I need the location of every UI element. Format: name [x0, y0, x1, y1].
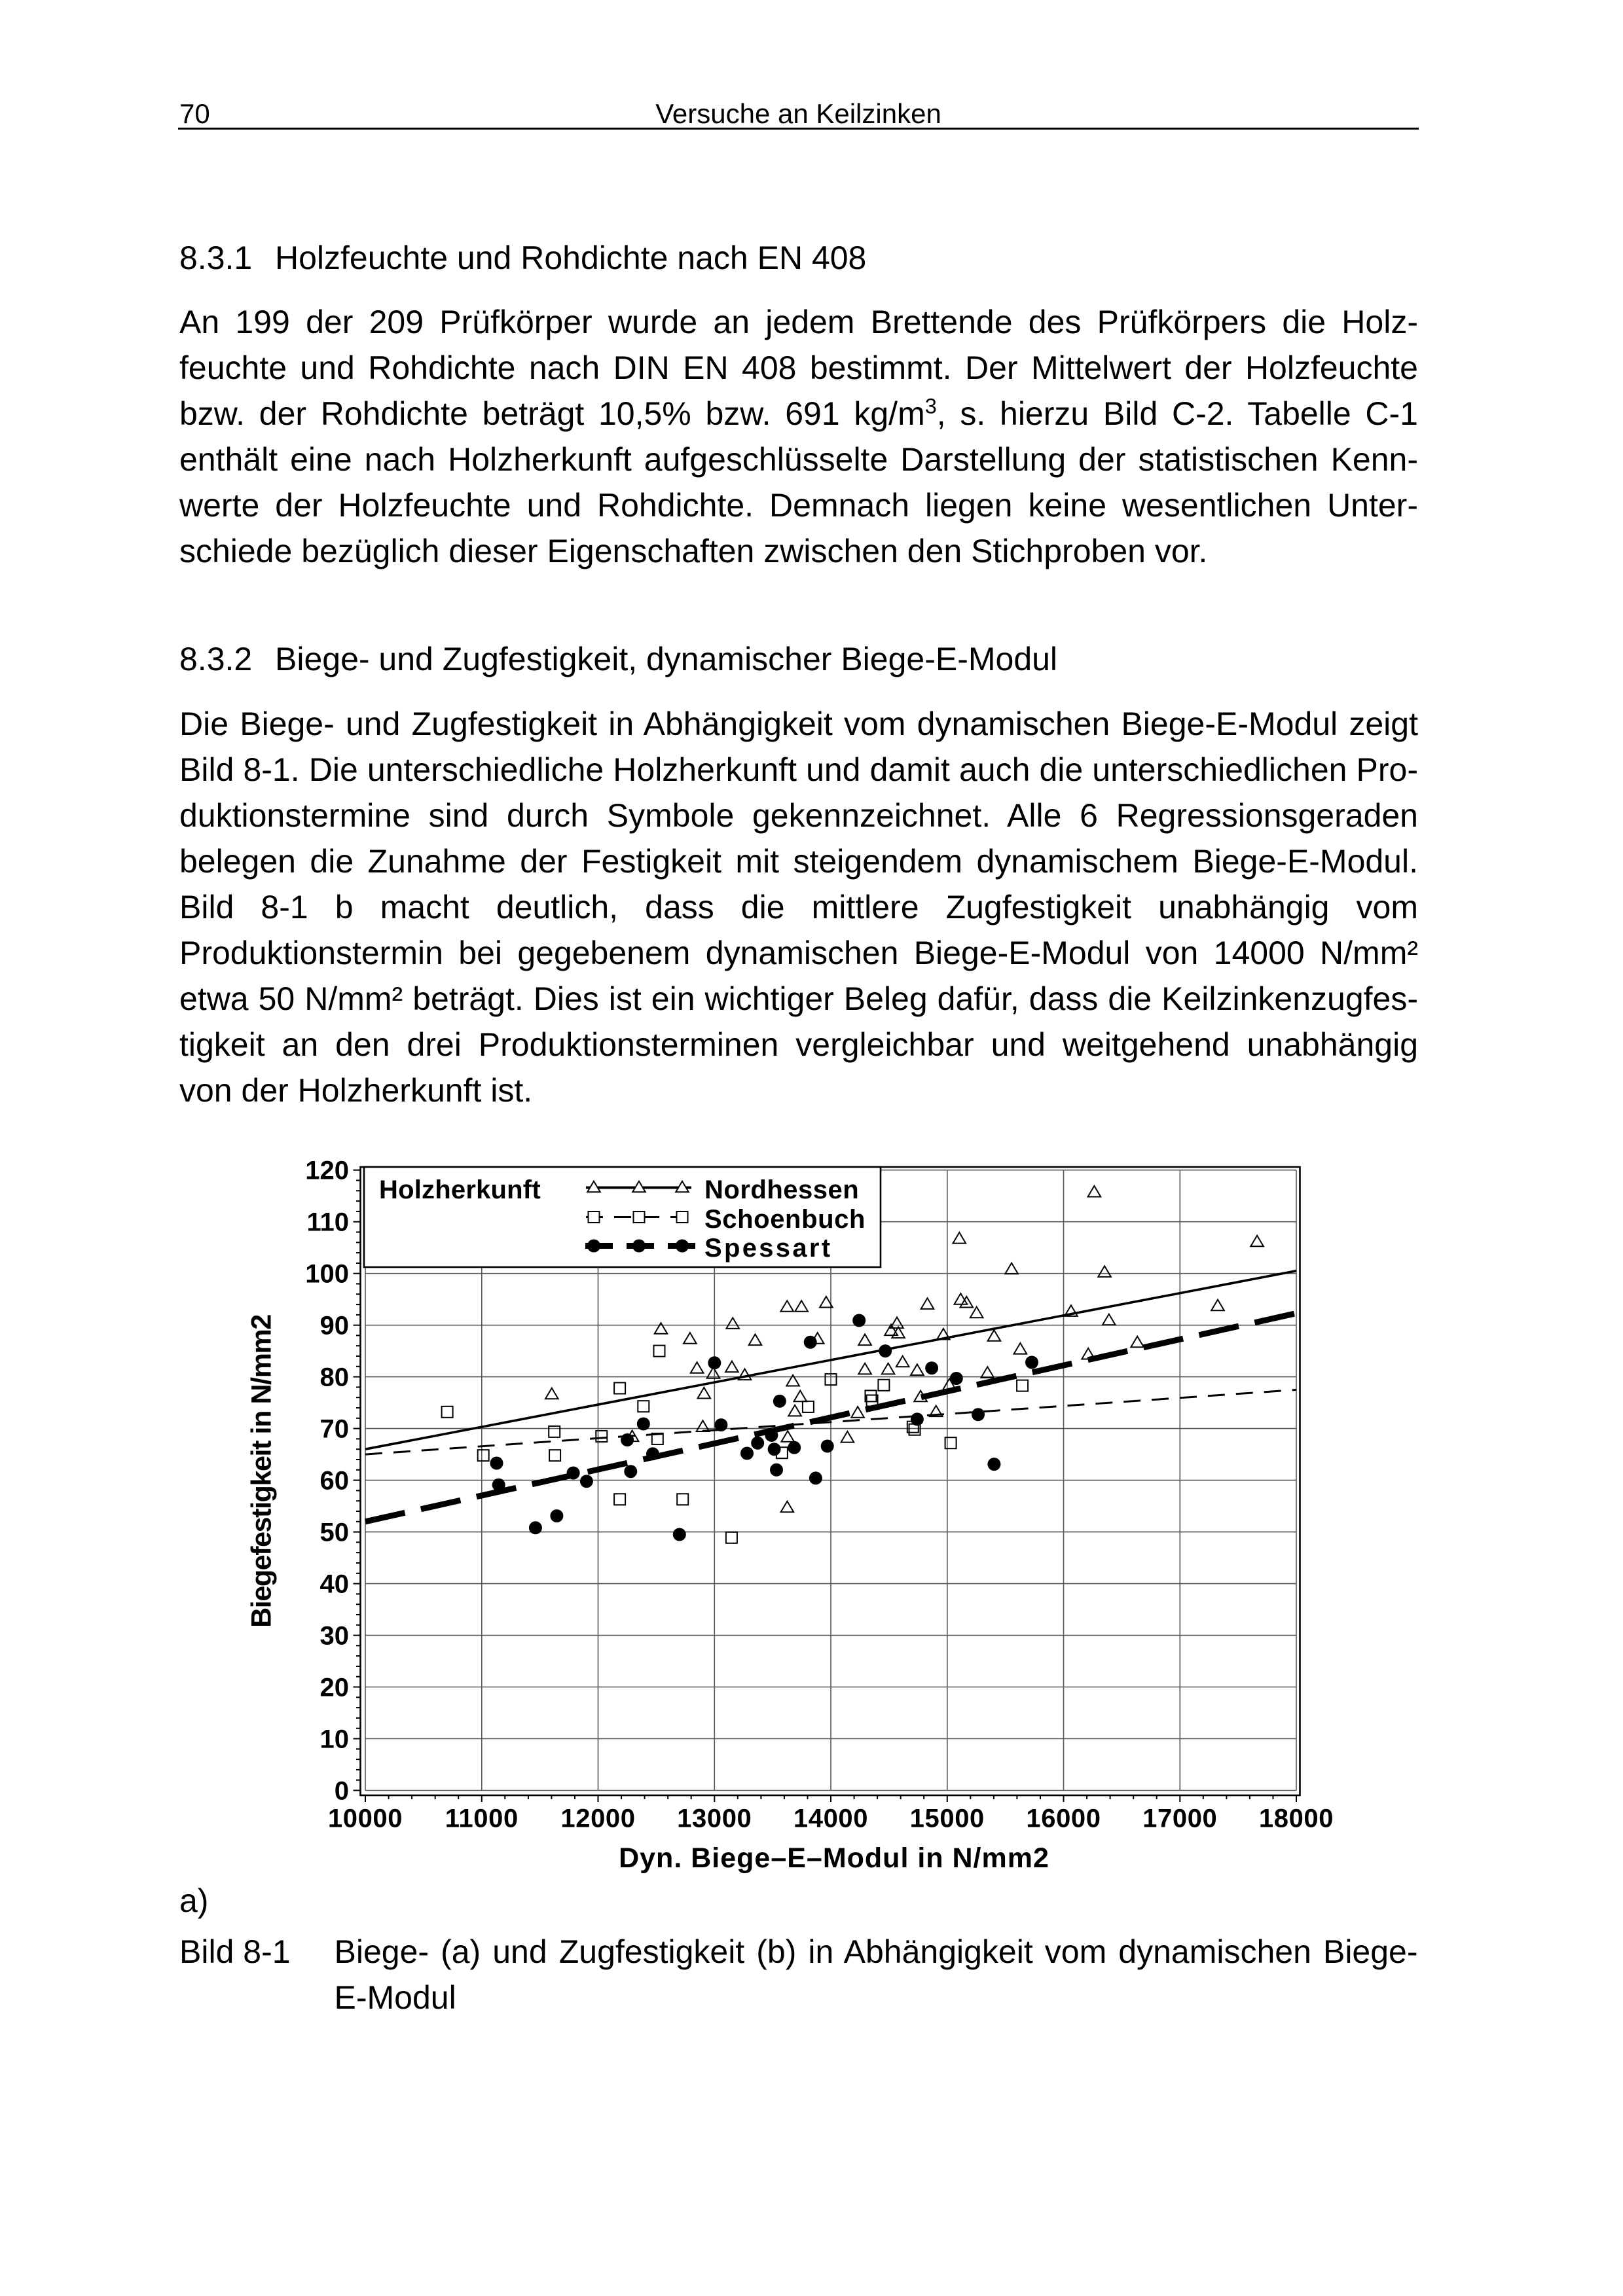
- svg-text:60: 60: [320, 1466, 350, 1495]
- svg-text:80: 80: [320, 1363, 350, 1391]
- svg-text:10: 10: [320, 1725, 350, 1753]
- svg-text:0: 0: [335, 1776, 349, 1805]
- svg-text:90: 90: [320, 1312, 350, 1340]
- svg-text:14000: 14000: [793, 1804, 868, 1833]
- svg-text:110: 110: [306, 1208, 349, 1237]
- svg-text:15000: 15000: [910, 1804, 985, 1833]
- svg-text:30: 30: [320, 1621, 350, 1650]
- svg-text:Biegefestigkeit in N/mm2: Biegefestigkeit in N/mm2: [246, 1315, 278, 1628]
- svg-text:Spessart: Spessart: [704, 1234, 832, 1263]
- svg-text:Nordhessen: Nordhessen: [704, 1175, 859, 1204]
- svg-text:17000: 17000: [1142, 1804, 1217, 1833]
- svg-text:40: 40: [320, 1570, 350, 1598]
- svg-text:100: 100: [305, 1260, 349, 1289]
- svg-text:120: 120: [305, 1157, 349, 1185]
- svg-text:16000: 16000: [1026, 1804, 1101, 1833]
- svg-text:13000: 13000: [677, 1804, 752, 1833]
- svg-text:20: 20: [320, 1673, 350, 1702]
- svg-text:Dyn. Biege–E–Modul in N/mm2: Dyn. Biege–E–Modul in N/mm2: [619, 1842, 1049, 1874]
- svg-text:11000: 11000: [445, 1804, 519, 1833]
- svg-text:Schoenbuch: Schoenbuch: [704, 1205, 866, 1234]
- svg-text:18000: 18000: [1259, 1804, 1334, 1833]
- svg-text:10000: 10000: [328, 1804, 403, 1833]
- svg-text:Holzherkunft: Holzherkunft: [379, 1175, 541, 1204]
- svg-text:12000: 12000: [560, 1804, 635, 1833]
- svg-text:50: 50: [320, 1518, 350, 1547]
- svg-text:70: 70: [320, 1414, 350, 1443]
